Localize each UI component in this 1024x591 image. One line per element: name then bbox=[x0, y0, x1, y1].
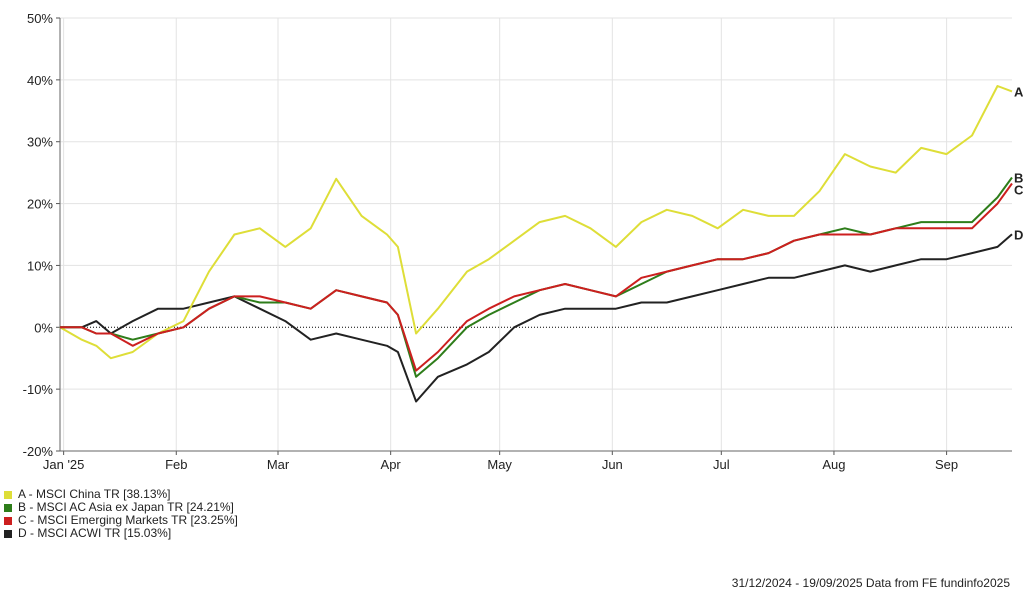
y-tick-label: 10% bbox=[27, 258, 53, 273]
x-tick-label: Apr bbox=[381, 457, 402, 472]
legend-label-d: D - MSCI ACWI TR [15.03%] bbox=[18, 526, 172, 540]
legend-label-a: A - MSCI China TR [38.13%] bbox=[18, 487, 171, 501]
y-tick-label: -10% bbox=[23, 382, 54, 397]
legend-swatch-d bbox=[4, 529, 12, 538]
y-tick-label: 40% bbox=[27, 73, 53, 88]
legend-swatch-b bbox=[4, 503, 12, 512]
axes bbox=[56, 17, 1012, 455]
legend: A - MSCI China TR [38.13%] B - MSCI AC A… bbox=[4, 488, 238, 540]
y-tick-label: 50% bbox=[27, 11, 53, 26]
footer-source-text: 31/12/2024 - 19/09/2025 Data from FE fun… bbox=[731, 576, 1010, 590]
legend-item-c: C - MSCI Emerging Markets TR [23.25%] bbox=[4, 514, 238, 527]
x-tick-label: Aug bbox=[822, 457, 845, 472]
x-tick-label: Sep bbox=[935, 457, 958, 472]
legend-item-b: B - MSCI AC Asia ex Japan TR [24.21%] bbox=[4, 501, 238, 514]
x-tick-label: Jun bbox=[602, 457, 623, 472]
tick-labels: -20% -10% 0% 10% 20% 30% 40% 50% Jan '25 Feb Mar Ap… bbox=[23, 11, 1024, 472]
y-tick-label: 20% bbox=[27, 197, 53, 212]
legend-item-a: A - MSCI China TR [38.13%] bbox=[4, 488, 238, 501]
series-end-label-d: D bbox=[1014, 227, 1023, 242]
series-line-b bbox=[60, 176, 1013, 378]
x-tick-label: Jul bbox=[713, 457, 730, 472]
y-tick-label: -20% bbox=[23, 444, 54, 459]
series-line-c bbox=[60, 182, 1013, 372]
x-tick-label: Jan '25 bbox=[43, 457, 85, 472]
x-tick-label: Mar bbox=[267, 457, 290, 472]
series-end-label-b: B bbox=[1014, 171, 1023, 186]
grid bbox=[60, 17, 1012, 452]
series-lines bbox=[59, 85, 1013, 403]
series-end-label-c: C bbox=[1014, 183, 1024, 198]
y-tick-label: 0% bbox=[34, 320, 53, 335]
x-tick-label: May bbox=[487, 457, 512, 472]
legend-label-c: C - MSCI Emerging Markets TR [23.25%] bbox=[18, 513, 238, 527]
legend-label-b: B - MSCI AC Asia ex Japan TR [24.21%] bbox=[18, 500, 234, 514]
x-tick-label: Feb bbox=[165, 457, 187, 472]
series-line-a bbox=[59, 85, 1013, 360]
legend-swatch-a bbox=[4, 490, 12, 499]
line-chart: -20% -10% 0% 10% 20% 30% 40% 50% Jan '25 Feb Mar Ap… bbox=[23, 11, 1024, 472]
y-tick-label: 30% bbox=[27, 135, 53, 150]
legend-swatch-c bbox=[4, 516, 12, 525]
series-line-d bbox=[60, 233, 1013, 403]
series-end-label-a: A bbox=[1014, 84, 1024, 99]
legend-item-d: D - MSCI ACWI TR [15.03%] bbox=[4, 527, 238, 540]
